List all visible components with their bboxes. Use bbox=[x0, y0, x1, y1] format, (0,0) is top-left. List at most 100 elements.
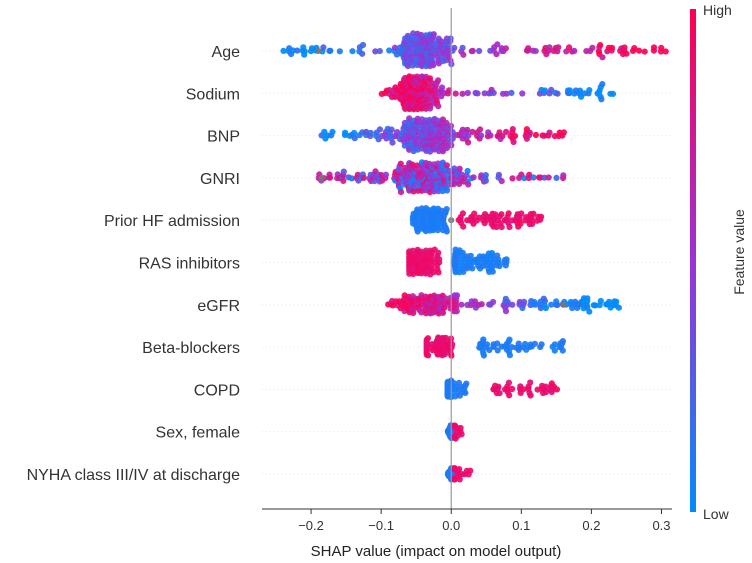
dot-sodium bbox=[427, 105, 434, 112]
dot-bnp bbox=[532, 131, 540, 139]
dot-age bbox=[621, 44, 628, 51]
x-axis-title: SHAP value (impact on model output) bbox=[311, 543, 562, 560]
dot-gnri bbox=[397, 189, 405, 196]
dot-age bbox=[359, 50, 366, 57]
colorbar-high-label: High bbox=[703, 2, 732, 18]
feature-label-nyha-class-iii-iv-at-discharge: NYHA class III/IV at discharge bbox=[27, 467, 241, 484]
dot-copd bbox=[495, 383, 502, 390]
dot-gnri bbox=[530, 174, 537, 181]
dot-egfr bbox=[613, 298, 620, 305]
dot-ras-inhibitors bbox=[459, 249, 466, 256]
dot-ras-inhibitors bbox=[435, 249, 442, 256]
dot-bnp bbox=[465, 132, 472, 139]
dot-gnri bbox=[443, 162, 450, 169]
dot-prior-hf-admission bbox=[443, 228, 450, 235]
feature-label-ras-inhibitors: RAS inhibitors bbox=[139, 256, 240, 273]
dot-prior-hf-admission bbox=[498, 224, 505, 231]
dot-beta-blockers bbox=[494, 347, 501, 354]
dot-age bbox=[608, 44, 616, 51]
x-tick-label: −0.2 bbox=[298, 518, 324, 533]
dot-sodium bbox=[599, 81, 606, 88]
dot-age bbox=[460, 51, 467, 58]
x-tick-label: 0.0 bbox=[442, 518, 460, 533]
dot-sex-female bbox=[457, 424, 464, 432]
dot-age bbox=[525, 45, 532, 52]
dot-bnp bbox=[487, 132, 494, 139]
dot-beta-blockers bbox=[425, 352, 432, 359]
dot-bnp bbox=[499, 133, 506, 140]
dot-age bbox=[476, 47, 483, 55]
dot-age bbox=[386, 47, 393, 54]
dot-gnri bbox=[397, 160, 404, 167]
dot-gnri bbox=[340, 177, 347, 184]
dot-ras-inhibitors bbox=[435, 269, 442, 276]
feature-rows: Age Sodium BNP GNRI Prior HF admission RAS in… bbox=[27, 44, 672, 484]
dot-sodium bbox=[490, 89, 497, 96]
dot-gnri bbox=[451, 180, 458, 187]
dot-bnp bbox=[560, 129, 568, 136]
dot-ras-inhibitors bbox=[436, 256, 443, 263]
dot-gnri bbox=[326, 174, 334, 181]
dot-gnri bbox=[451, 165, 458, 172]
dot-sodium bbox=[435, 103, 442, 110]
dot-bnp bbox=[503, 128, 510, 135]
dot-nyha-class-iii-iv-at-discharge bbox=[456, 466, 463, 473]
dot-egfr bbox=[597, 297, 604, 305]
dot-ras-inhibitors bbox=[469, 265, 476, 272]
dot-bnp bbox=[388, 126, 395, 133]
dot-egfr bbox=[592, 302, 599, 309]
dot-beta-blockers bbox=[480, 336, 487, 343]
dot-bnp bbox=[342, 129, 349, 136]
dot-egfr bbox=[615, 304, 623, 311]
dot-beta-blockers bbox=[442, 334, 449, 341]
dot-prior-hf-admission bbox=[443, 206, 450, 213]
dot-egfr bbox=[410, 310, 417, 317]
dot-age bbox=[589, 44, 596, 51]
dot-gnri bbox=[464, 167, 471, 175]
dot-gnri bbox=[545, 174, 552, 181]
dot-sex-female bbox=[458, 431, 465, 438]
dot-egfr bbox=[586, 308, 593, 315]
dot-age bbox=[301, 48, 308, 55]
dot-egfr bbox=[532, 301, 539, 308]
dot-beta-blockers bbox=[486, 347, 493, 354]
dot-bnp bbox=[351, 129, 358, 137]
dot-egfr bbox=[521, 298, 528, 305]
dot-sodium bbox=[586, 87, 593, 94]
dot-sodium bbox=[474, 90, 481, 97]
dot-egfr bbox=[478, 301, 485, 308]
dot-bnp bbox=[477, 126, 484, 133]
dot-gnri bbox=[553, 174, 560, 181]
dot-beta-blockers bbox=[506, 352, 513, 359]
dot-sodium bbox=[481, 90, 488, 97]
feature-label-gnri: GNRI bbox=[200, 171, 240, 188]
dot-sodium bbox=[426, 75, 434, 82]
dot-age bbox=[430, 31, 437, 38]
dot-bnp bbox=[443, 119, 450, 127]
dot-bnp bbox=[478, 132, 485, 139]
dot-age bbox=[315, 47, 322, 55]
dot-age bbox=[451, 44, 458, 52]
dot-prior-hf-admission bbox=[498, 211, 505, 218]
dot-egfr bbox=[560, 301, 567, 308]
dot-egfr bbox=[453, 292, 461, 299]
dot-ras-inhibitors bbox=[460, 268, 467, 275]
dot-gnri bbox=[521, 175, 528, 182]
dot-bnp bbox=[465, 139, 472, 146]
dot-beta-blockers bbox=[531, 340, 539, 347]
dot-age bbox=[349, 48, 356, 55]
dot-beta-blockers bbox=[480, 352, 487, 359]
dot-egfr bbox=[502, 308, 510, 315]
dot-ras-inhibitors bbox=[467, 252, 474, 259]
dot-sodium bbox=[541, 87, 549, 94]
x-tick-label: 0.1 bbox=[512, 518, 530, 533]
dot-prior-hf-admission bbox=[459, 210, 466, 217]
dot-age bbox=[662, 48, 669, 55]
dot-sodium bbox=[609, 90, 617, 97]
colorbar-gradient bbox=[690, 9, 696, 512]
dot-nyha-class-iii-iv-at-discharge bbox=[467, 467, 474, 474]
dot-nyha-class-iii-iv-at-discharge bbox=[451, 476, 458, 483]
dot-age bbox=[546, 44, 553, 51]
dot-copd bbox=[505, 379, 512, 386]
